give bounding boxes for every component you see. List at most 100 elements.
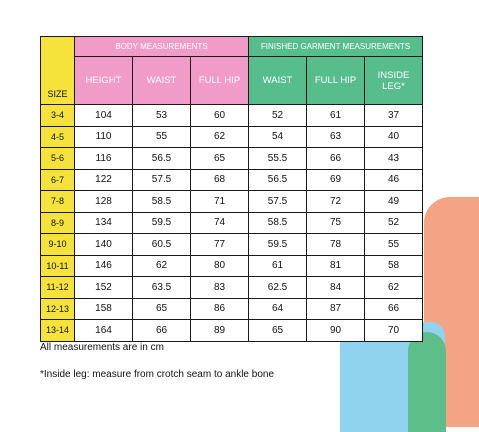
size-chart-table: SIZE BODY MEASUREMENTS FINISHED GARMENT …: [40, 36, 423, 342]
table-row: 11-12 152 63.5 83 62.5 84 62: [40, 276, 423, 299]
measurement-cell: 66: [132, 319, 191, 342]
measurement-cell: 57.5: [248, 190, 307, 213]
measurement-cell: 54: [248, 125, 307, 148]
table-row: 10-11 146 62 80 61 81 58: [40, 254, 423, 277]
column-header-body-waist: WAIST: [132, 56, 191, 105]
measurement-cell: 90: [306, 319, 365, 342]
measurement-cell: 49: [364, 190, 423, 213]
table-row: 9-10 140 60.5 77 59.5 78 55: [40, 233, 423, 256]
table-row: 3-4 104 53 60 52 61 37: [40, 104, 423, 127]
measurement-cell: 65: [248, 319, 307, 342]
measurement-cell: 116: [74, 147, 133, 170]
measurement-cell: 83: [190, 276, 249, 299]
finished-garment-header: FINISHED GARMENT MEASUREMENTS: [248, 36, 423, 57]
size-cell: 5-6: [40, 147, 75, 170]
measurement-cell: 81: [306, 254, 365, 277]
table-row: 5-6 116 56.5 65 55.5 66 43: [40, 147, 423, 170]
size-chart-body: 3-4 104 53 60 52 61 37 4-5 110 55 62 54 63 40 5-6 116 56…: [40, 104, 423, 342]
measurement-cell: 140: [74, 233, 133, 256]
measurement-cell: 58.5: [132, 190, 191, 213]
size-cell: 12-13: [40, 297, 75, 320]
column-header-height: HEIGHT: [74, 56, 133, 105]
measurement-cell: 55: [364, 233, 423, 256]
measurement-cell: 66: [364, 297, 423, 320]
size-column-header: SIZE: [40, 36, 75, 105]
measurement-cell: 146: [74, 254, 133, 277]
measurement-cell: 128: [74, 190, 133, 213]
measurement-cell: 104: [74, 104, 133, 127]
column-header-body-full-hip: FULL HIP: [190, 56, 249, 105]
inside-leg-footnote: *Inside leg: measure from crotch seam to…: [40, 369, 275, 380]
measurement-cell: 134: [74, 211, 133, 234]
measurement-cell: 61: [306, 104, 365, 127]
measurement-cell: 59.5: [248, 233, 307, 256]
measurement-cell: 164: [74, 319, 133, 342]
measurement-cell: 70: [364, 319, 423, 342]
measurement-cell: 56.5: [248, 168, 307, 191]
measurement-cell: 72: [306, 190, 365, 213]
measurement-cell: 62.5: [248, 276, 307, 299]
size-cell: 13-14: [40, 319, 75, 342]
measurement-cell: 55.5: [248, 147, 307, 170]
measurement-cell: 65: [132, 297, 191, 320]
table-row: 7-8 128 58.5 71 57.5 72 49: [40, 190, 423, 213]
measurement-cell: 61: [248, 254, 307, 277]
measurement-cell: 75: [306, 211, 365, 234]
size-cell: 10-11: [40, 254, 75, 277]
measurement-cell: 71: [190, 190, 249, 213]
measurement-cell: 57.5: [132, 168, 191, 191]
measurement-cell: 64: [248, 297, 307, 320]
measurement-cell: 59.5: [132, 211, 191, 234]
size-cell: 7-8: [40, 190, 75, 213]
measurement-cell: 74: [190, 211, 249, 234]
size-cell: 6-7: [40, 168, 75, 191]
measurement-cell: 60: [190, 104, 249, 127]
measurement-cell: 37: [364, 104, 423, 127]
measurement-cell: 69: [306, 168, 365, 191]
decorative-green-shape: [408, 332, 446, 432]
measurement-cell: 78: [306, 233, 365, 256]
table-row: 13-14 164 66 89 65 90 70: [40, 319, 423, 342]
measurement-cell: 87: [306, 297, 365, 320]
table-row: 12-13 158 65 86 64 87 66: [40, 297, 423, 320]
measurement-cell: 152: [74, 276, 133, 299]
measurement-cell: 56.5: [132, 147, 191, 170]
measurement-cell: 53: [132, 104, 191, 127]
measurement-cell: 122: [74, 168, 133, 191]
body-measurements-header: BODY MEASUREMENTS: [74, 36, 249, 57]
size-cell: 8-9: [40, 211, 75, 234]
measurement-cell: 60.5: [132, 233, 191, 256]
measurement-cell: 89: [190, 319, 249, 342]
measurement-cell: 55: [132, 125, 191, 148]
size-cell: 9-10: [40, 233, 75, 256]
measurement-cell: 40: [364, 125, 423, 148]
measurement-cell: 158: [74, 297, 133, 320]
column-header-garment-full-hip: FULL HIP: [306, 56, 365, 105]
column-header-inside-leg: INSIDE LEG*: [364, 56, 423, 105]
measurement-cell: 62: [190, 125, 249, 148]
measurement-cell: 110: [74, 125, 133, 148]
column-header-garment-waist: WAIST: [248, 56, 307, 105]
size-cell: 4-5: [40, 125, 75, 148]
table-row: 8-9 134 59.5 74 58.5 75 52: [40, 211, 423, 234]
table-row: 4-5 110 55 62 54 63 40: [40, 125, 423, 148]
measurement-cell: 62: [364, 276, 423, 299]
measurement-cell: 46: [364, 168, 423, 191]
measurement-cell: 84: [306, 276, 365, 299]
measurement-cell: 86: [190, 297, 249, 320]
measurement-cell: 43: [364, 147, 423, 170]
measurement-cell: 68: [190, 168, 249, 191]
measurement-cell: 52: [248, 104, 307, 127]
table-row: 6-7 122 57.5 68 56.5 69 46: [40, 168, 423, 191]
measurement-cell: 58: [364, 254, 423, 277]
measurement-cell: 66: [306, 147, 365, 170]
measurement-cell: 52: [364, 211, 423, 234]
size-cell: 3-4: [40, 104, 75, 127]
measurement-cell: 63.5: [132, 276, 191, 299]
units-note: All measurements are in cm: [40, 342, 164, 353]
measurement-cell: 65: [190, 147, 249, 170]
size-cell: 11-12: [40, 276, 75, 299]
measurement-cell: 58.5: [248, 211, 307, 234]
measurement-cell: 63: [306, 125, 365, 148]
measurement-cell: 80: [190, 254, 249, 277]
